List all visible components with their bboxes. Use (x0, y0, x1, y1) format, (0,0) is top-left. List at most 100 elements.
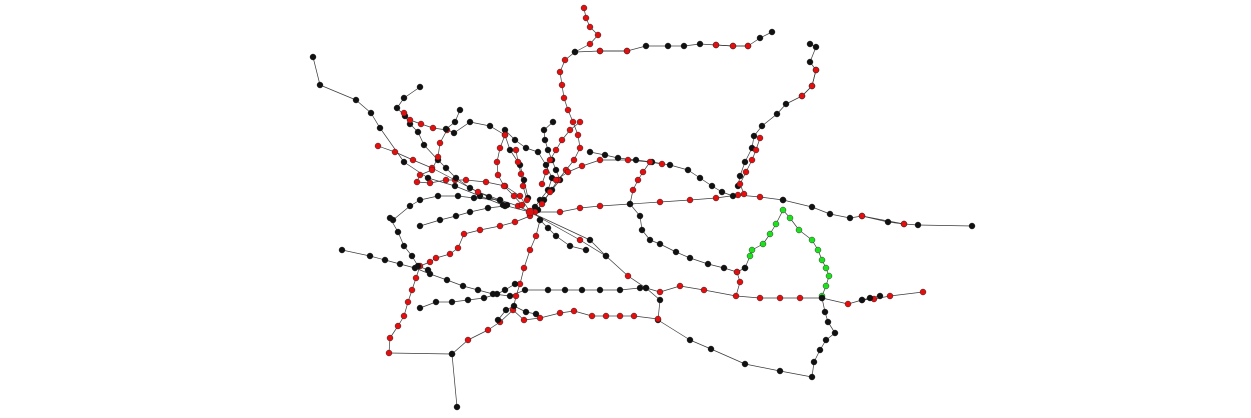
red-node-13 (409, 156, 417, 164)
red-node-43 (426, 179, 434, 187)
black-node-350 (494, 316, 502, 324)
black-node-334 (416, 222, 424, 230)
red-node-157 (740, 190, 748, 198)
black-node-121 (642, 42, 650, 50)
red-node-182 (596, 156, 604, 164)
black-node-331 (454, 192, 462, 200)
black-node-336 (452, 212, 460, 220)
black-node-178 (729, 192, 737, 200)
red-node-295 (385, 349, 393, 357)
red-node-285 (532, 232, 540, 240)
black-node-261 (822, 336, 830, 344)
black-node-2 (352, 96, 360, 104)
red-node-101 (493, 158, 501, 166)
red-node-103 (500, 182, 508, 190)
black-node-168 (586, 148, 594, 156)
black-node-262 (831, 329, 839, 337)
edge-270 (388, 352, 453, 355)
black-node-136 (812, 43, 820, 51)
black-node-202 (638, 226, 646, 234)
edge-208 (605, 255, 629, 277)
black-node-249 (586, 236, 594, 244)
edge-145 (599, 203, 631, 207)
red-node-314 (556, 309, 564, 317)
edge-207 (579, 239, 607, 257)
red-node-114 (552, 146, 560, 154)
black-node-137 (806, 58, 814, 66)
black-node-339 (501, 202, 509, 210)
red-node-110 (523, 196, 531, 204)
black-node-330 (434, 192, 442, 200)
red-node-45 (462, 176, 470, 184)
black-node-322 (394, 228, 402, 236)
edge-218 (821, 297, 849, 305)
red-node-111 (576, 118, 584, 126)
red-node-40 (428, 166, 436, 174)
red-node-108 (517, 170, 525, 178)
red-node-107 (514, 158, 522, 166)
red-node-181 (578, 162, 586, 170)
black-node-282 (616, 286, 624, 294)
black-node-323 (400, 242, 408, 250)
black-node-54 (486, 122, 494, 130)
black-node-281 (596, 286, 604, 294)
red-node-309 (496, 222, 504, 230)
black-node-74 (552, 166, 560, 174)
black-node-326 (424, 266, 432, 274)
red-node-116 (542, 168, 550, 176)
red-node-83 (586, 40, 594, 48)
red-node-243 (919, 288, 927, 296)
red-node-184 (646, 158, 654, 166)
black-node-0 (309, 53, 317, 61)
black-node-21 (400, 94, 408, 102)
black-node-274 (474, 286, 482, 294)
green-node-211 (746, 252, 754, 260)
red-node-154 (748, 156, 756, 164)
black-node-251 (642, 284, 650, 292)
black-node-69 (549, 118, 557, 126)
green-node-222 (822, 264, 830, 272)
red-node-159 (576, 204, 584, 212)
red-node-237 (796, 294, 804, 302)
black-node-208 (720, 264, 728, 272)
red-node-88 (560, 94, 568, 102)
red-node-131 (623, 47, 631, 55)
red-node-100 (496, 144, 504, 152)
red-node-158 (556, 208, 564, 216)
red-node-183 (624, 156, 632, 164)
red-node-87 (558, 81, 566, 89)
red-node-317 (602, 312, 610, 320)
black-node-5 (400, 158, 408, 166)
red-node-306 (454, 244, 462, 252)
edge-144 (579, 205, 601, 209)
black-node-226 (741, 264, 749, 272)
black-node-201 (636, 212, 644, 220)
red-node-286 (526, 246, 534, 254)
black-node-3 (367, 109, 375, 117)
red-node-312 (520, 316, 528, 324)
black-node-190 (808, 203, 816, 211)
edge-108 (574, 50, 601, 53)
edge-110 (626, 45, 647, 52)
red-node-48 (516, 192, 524, 200)
black-node-118 (571, 48, 579, 56)
edge-49 (453, 121, 471, 134)
edge-307 (419, 219, 441, 227)
black-node-277 (521, 286, 529, 294)
red-node-319 (630, 312, 638, 320)
black-node-333 (496, 196, 504, 204)
red-node-149 (812, 66, 820, 74)
red-node-34 (406, 116, 414, 124)
black-node-169 (601, 151, 609, 159)
red-node-38 (436, 139, 444, 147)
red-node-99 (501, 131, 509, 139)
black-node-177 (718, 188, 726, 196)
black-node-267 (366, 252, 374, 260)
black-node-256 (741, 360, 749, 368)
red-node-188 (629, 186, 637, 194)
edge-174 (829, 213, 851, 219)
red-node-248 (733, 268, 741, 276)
red-node-113 (558, 136, 566, 144)
edge-146 (629, 201, 661, 205)
red-node-151 (798, 92, 806, 100)
